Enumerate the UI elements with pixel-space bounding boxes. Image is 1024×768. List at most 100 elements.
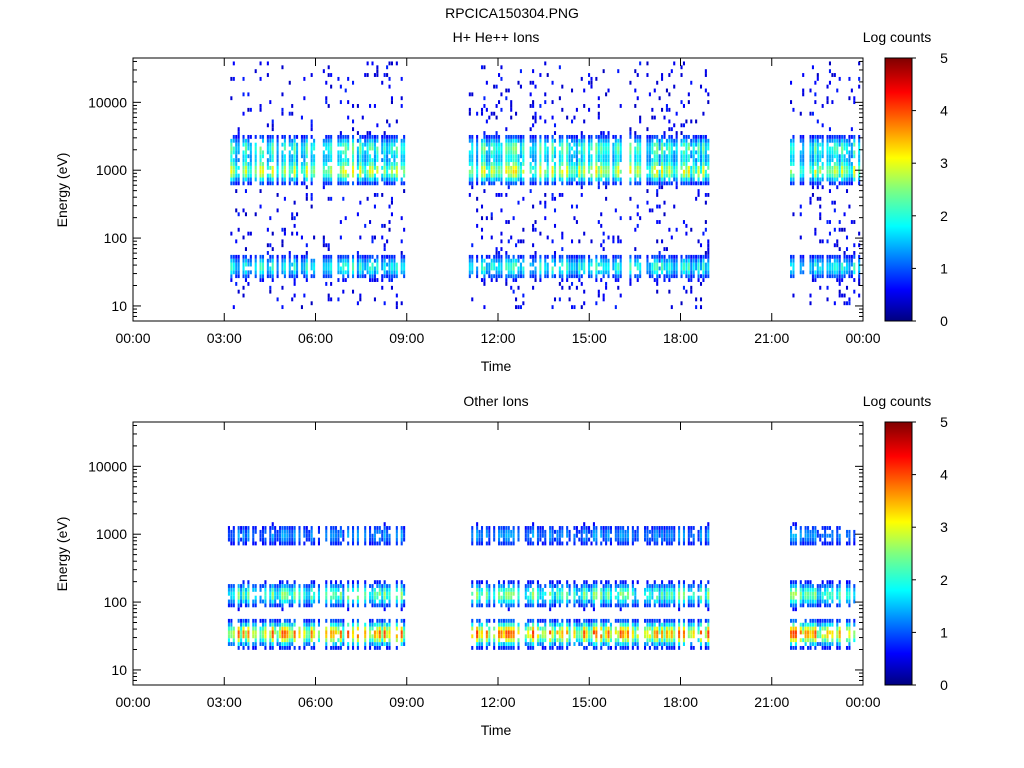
spectrogram-cell [274,526,277,530]
plot-frame [132,57,864,322]
spectrogram-cell [242,173,245,178]
spectrogram-cell [400,591,403,596]
spectrogram-cell [575,150,578,155]
spectrogram-cell [605,162,608,166]
spectrogram-cell [242,76,245,81]
spectrogram-cell [490,173,493,178]
spectrogram-cell [588,181,591,186]
spectrogram-cell [269,634,272,639]
spectrogram-cell [510,630,513,635]
spectrogram-cell [244,162,247,166]
spectrogram-cell [704,262,707,267]
spectrogram-cell [595,169,598,174]
spectrogram-cell [476,630,479,635]
spectrogram-cell [668,92,671,97]
spectrogram-cell [281,622,284,627]
spectrogram-cell [356,603,359,608]
spectrogram-cell [296,142,299,147]
spectrogram-cell [281,642,284,646]
spectrogram-cell [498,73,501,77]
spectrogram-cell [230,626,233,631]
spectrogram-cell [532,142,535,147]
spectrogram-cell [597,158,600,163]
spectrogram-cell [663,266,666,271]
spectrogram-cell [600,162,603,166]
spectrogram-cell [639,165,642,170]
spectrogram-cell [799,254,802,259]
spectrogram-cell [639,61,642,66]
spectrogram-cell [485,599,488,604]
spectrogram-cell [556,587,559,592]
spectrogram-cell [269,146,272,151]
spectrogram-cell [828,150,831,155]
spectrogram-cell [697,189,700,193]
spectrogram-cell [539,595,542,600]
spectrogram-cell [544,634,547,639]
spectrogram-cell [337,541,340,546]
spectrogram-cell [344,177,347,182]
spectrogram-cell [590,258,593,263]
spectrogram-cell [480,541,484,546]
spectrogram-cell [573,142,576,147]
spectrogram-cell [359,138,362,143]
spectrogram-cell [478,603,481,608]
spectrogram-cell [568,274,571,279]
spectrogram-cell [699,258,703,263]
spectrogram-cell [403,603,406,608]
spectrogram-cell [361,150,364,155]
spectrogram-cell [478,595,481,600]
spectrogram-cell [500,107,503,112]
spectrogram-cell [291,162,294,166]
spectrogram-cell [310,204,313,209]
spectrogram-cell [687,266,690,271]
spectrogram-cell [286,529,289,534]
spectrogram-cell [661,146,664,151]
spectrogram-cell [507,181,510,186]
spectrogram-cell [261,537,265,542]
spectrogram-cell [373,181,376,186]
spectrogram-cell [395,645,398,650]
spectrogram-cell [373,235,376,240]
spectrogram-cell [305,603,308,608]
spectrogram-cell [583,231,586,236]
spectrogram-cell [814,278,817,282]
spectrogram-cell [532,599,535,604]
spectrogram-cell [281,285,284,290]
spectrogram-cell [303,262,306,267]
spectrogram-cell [826,220,829,224]
spectrogram-cell [281,169,284,174]
spectrogram-cell [529,603,532,608]
spectrogram-cell [305,526,308,530]
spectrogram-cell [663,200,666,205]
spectrogram-cell [573,626,576,631]
spectrogram-cell [816,270,819,275]
spectrogram-cell [651,115,654,120]
spectrogram-cell [383,262,386,267]
spectrogram-cell [590,146,593,151]
spectrogram-cell [281,580,284,585]
spectrogram-cell [646,138,649,143]
spectrogram-cell [276,177,279,182]
spectrogram-cell [507,266,510,271]
spectrogram-cell [352,138,355,143]
spectrogram-cell [527,595,530,600]
spectrogram-cell [364,591,367,596]
spectrogram-cell [656,254,659,259]
spectrogram-cell [403,626,406,631]
spectrogram-cell [614,142,617,147]
spectrogram-cell [578,599,581,604]
spectrogram-cell [617,270,620,275]
spectrogram-cell [539,591,542,596]
spectrogram-cell [522,169,525,174]
spectrogram-cell [848,165,851,170]
spectrogram-cell [573,580,576,585]
spectrogram-cell [512,181,515,186]
spectrogram-cell [271,270,274,275]
spectrogram-cell [373,537,376,542]
spectrogram-cell [858,281,861,286]
spectrogram-cell [821,239,824,244]
spectrogram-cell [811,254,814,259]
spectrogram-cell [305,529,308,534]
spectrogram-cell [833,227,836,232]
spectrogram-cell [261,638,265,643]
